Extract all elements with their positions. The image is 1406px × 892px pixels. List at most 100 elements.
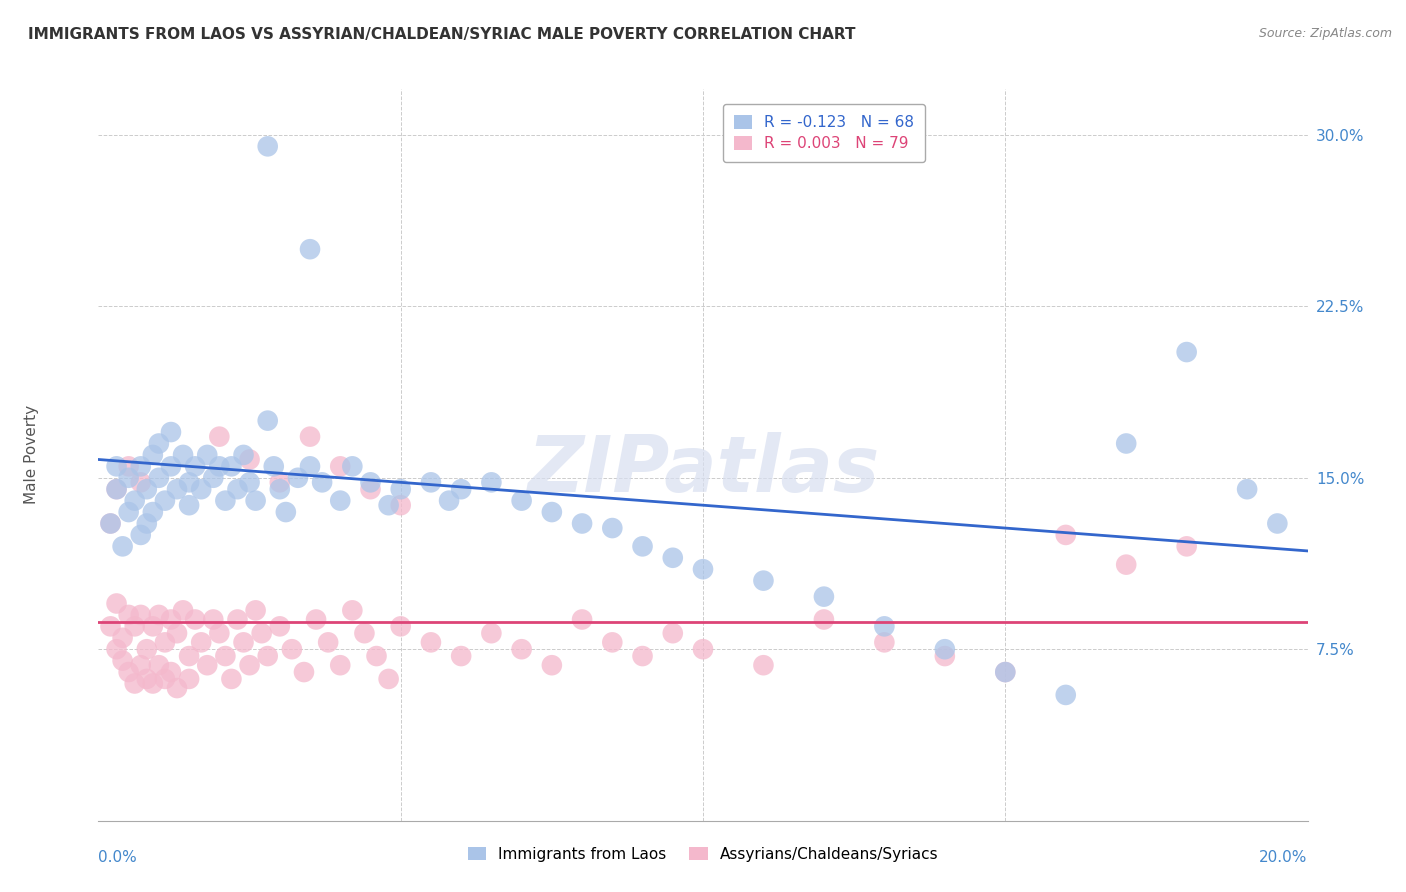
Point: [129, 528, 152, 542]
Point: [153, 635, 176, 649]
Text: IMMIGRANTS FROM LAOS VS ASSYRIAN/CHALDEAN/SYRIAC MALE POVERTY CORRELATION CHART: IMMIGRANTS FROM LAOS VS ASSYRIAN/CHALDEA…: [28, 27, 856, 42]
Point: [160, 459, 183, 474]
Point: [256, 139, 278, 153]
Point: [934, 642, 956, 657]
Point: [195, 448, 218, 462]
Point: [135, 642, 157, 657]
Point: [142, 676, 165, 690]
Point: [148, 471, 170, 485]
Point: [389, 619, 412, 633]
Point: [540, 658, 562, 673]
Point: [1115, 436, 1137, 450]
Point: [437, 493, 460, 508]
Point: [1175, 345, 1198, 359]
Point: [299, 429, 322, 443]
Point: [281, 642, 304, 657]
Point: [105, 642, 128, 657]
Point: [450, 482, 472, 496]
Point: [692, 562, 714, 576]
Point: [1265, 516, 1288, 531]
Point: [274, 505, 297, 519]
Point: [540, 505, 562, 519]
Point: [105, 459, 128, 474]
Point: [256, 649, 278, 664]
Point: [129, 607, 152, 622]
Point: [360, 482, 382, 496]
Point: [202, 471, 225, 485]
Point: [129, 658, 152, 673]
Point: [269, 482, 291, 496]
Point: [661, 550, 683, 565]
Point: [245, 493, 267, 508]
Point: [316, 635, 339, 649]
Point: [172, 603, 194, 617]
Point: [239, 658, 262, 673]
Point: [232, 635, 254, 649]
Point: [100, 516, 122, 531]
Point: [692, 642, 714, 657]
Point: [111, 631, 134, 645]
Point: [571, 613, 593, 627]
Point: [1115, 558, 1137, 572]
Point: [135, 516, 157, 531]
Point: [118, 665, 141, 679]
Point: [1236, 482, 1258, 496]
Point: [148, 436, 170, 450]
Point: [813, 613, 835, 627]
Point: [360, 475, 382, 490]
Point: [118, 505, 141, 519]
Point: [299, 242, 322, 256]
Text: Source: ZipAtlas.com: Source: ZipAtlas.com: [1258, 27, 1392, 40]
Point: [752, 574, 775, 588]
Point: [111, 654, 134, 668]
Point: [111, 539, 134, 553]
Text: Male Poverty: Male Poverty: [24, 405, 39, 505]
Point: [329, 459, 352, 474]
Point: [148, 658, 170, 673]
Point: [105, 482, 128, 496]
Point: [419, 475, 441, 490]
Point: [160, 665, 183, 679]
Point: [177, 498, 201, 512]
Point: [153, 672, 176, 686]
Point: [377, 672, 399, 686]
Point: [239, 475, 262, 490]
Point: [661, 626, 683, 640]
Point: [269, 475, 291, 490]
Point: [873, 619, 896, 633]
Point: [329, 493, 352, 508]
Point: [342, 603, 364, 617]
Point: [124, 619, 146, 633]
Point: [1054, 688, 1077, 702]
Point: [994, 665, 1017, 679]
Point: [142, 619, 165, 633]
Point: [245, 603, 267, 617]
Point: [153, 493, 176, 508]
Point: [166, 626, 188, 640]
Point: [752, 658, 775, 673]
Point: [481, 475, 503, 490]
Text: ZIPatlas: ZIPatlas: [527, 432, 879, 508]
Text: 0.0%: 0.0%: [98, 850, 138, 865]
Point: [118, 471, 141, 485]
Point: [195, 658, 218, 673]
Point: [419, 635, 441, 649]
Point: [631, 649, 654, 664]
Point: [299, 459, 322, 474]
Point: [1175, 539, 1198, 553]
Point: [239, 452, 262, 467]
Point: [214, 649, 236, 664]
Point: [160, 425, 183, 439]
Point: [190, 482, 212, 496]
Point: [221, 459, 243, 474]
Point: [184, 613, 207, 627]
Point: [269, 619, 291, 633]
Point: [184, 459, 207, 474]
Point: [377, 498, 399, 512]
Point: [510, 493, 533, 508]
Point: [602, 635, 624, 649]
Point: [366, 649, 388, 664]
Point: [208, 429, 231, 443]
Point: [190, 635, 212, 649]
Point: [100, 516, 122, 531]
